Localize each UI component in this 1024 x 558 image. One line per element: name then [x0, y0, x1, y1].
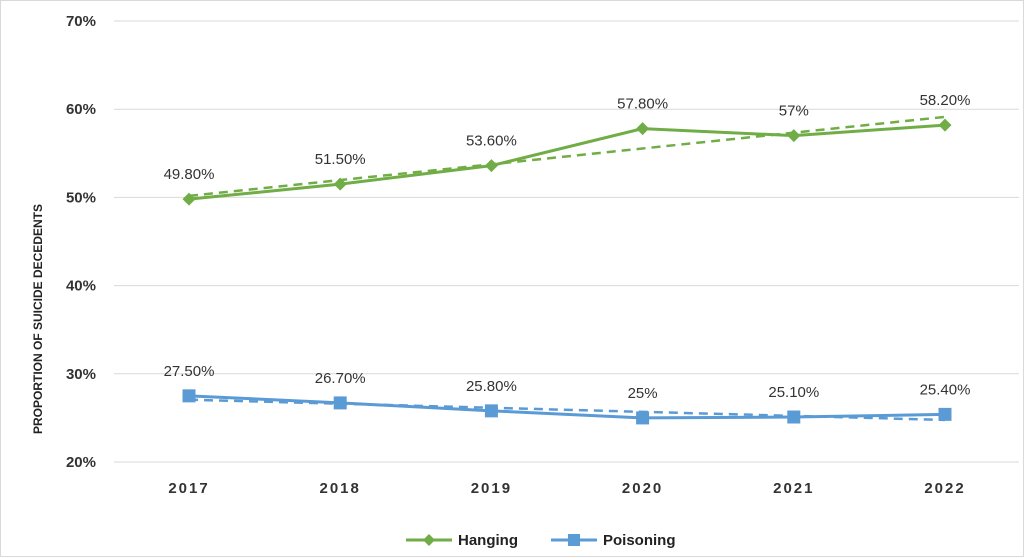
x-tick-label: 2017: [168, 480, 209, 497]
gridlines: [114, 20, 1019, 463]
data-label-poisoning: 25%: [628, 385, 658, 402]
x-tick-label: 2020: [622, 480, 663, 497]
x-tick-label: 2021: [773, 480, 814, 497]
legend-marker-hanging: [423, 534, 435, 546]
y-tick-label: 50%: [66, 189, 96, 206]
x-tick-label: 2019: [471, 480, 512, 497]
y-tick-label: 30%: [66, 366, 96, 383]
data-point-poisoning: [333, 396, 347, 410]
data-point-hanging: [333, 177, 347, 191]
legend-label-hanging: Hanging: [458, 532, 518, 549]
data-label-poisoning: 25.40%: [920, 381, 971, 398]
data-label-hanging: 57%: [779, 103, 809, 120]
data-point-poisoning: [938, 407, 952, 421]
y-axis-ticks: 20% 30% 40% 50% 60% 70%: [66, 13, 96, 471]
x-tick-label: 2022: [924, 480, 965, 497]
x-axis-ticks: 2017 2018 2019 2020 2021 2022: [168, 480, 965, 497]
legend: Hanging Poisoning: [406, 532, 676, 549]
data-point-hanging: [182, 192, 196, 206]
data-point-hanging: [484, 159, 498, 173]
data-label-hanging: 53.60%: [466, 133, 517, 150]
data-point-poisoning: [787, 410, 801, 424]
series-lines: [188, 123, 946, 420]
data-label-poisoning: 25.80%: [466, 378, 517, 395]
data-label-poisoning: 26.70%: [315, 370, 366, 387]
y-tick-label: 60%: [66, 101, 96, 118]
y-tick-label: 20%: [66, 454, 96, 471]
legend-label-poisoning: Poisoning: [603, 532, 676, 549]
series-line-poisoning: [188, 394, 946, 420]
data-point-hanging: [938, 118, 952, 132]
data-label-poisoning: 27.50%: [164, 363, 215, 380]
data-point-poisoning: [636, 411, 650, 425]
data-point-poisoning: [484, 404, 498, 418]
data-point-poisoning: [182, 389, 196, 403]
data-point-hanging: [787, 129, 801, 143]
y-axis-title: PROPORTION OF SUICIDE DECEDENTS: [31, 204, 45, 434]
y-tick-label: 70%: [66, 13, 96, 30]
series-markers: [182, 118, 952, 425]
legend-marker-poisoning: [568, 534, 580, 546]
trendlines: [188, 115, 946, 422]
data-point-hanging: [636, 122, 650, 136]
y-tick-label: 40%: [66, 278, 96, 295]
data-label-hanging: 51.50%: [315, 151, 366, 168]
series-line-hanging: [188, 123, 946, 201]
x-tick-label: 2018: [320, 480, 361, 497]
data-label-hanging: 57.80%: [617, 96, 668, 113]
trendline-hanging: [188, 115, 946, 198]
data-label-hanging: 58.20%: [920, 92, 971, 109]
data-label-poisoning: 25.10%: [768, 384, 819, 401]
data-label-hanging: 49.80%: [164, 166, 215, 183]
data-labels: 49.80% 51.50% 53.60% 57.80% 57% 58.20% 27.50% 2…: [164, 92, 971, 402]
